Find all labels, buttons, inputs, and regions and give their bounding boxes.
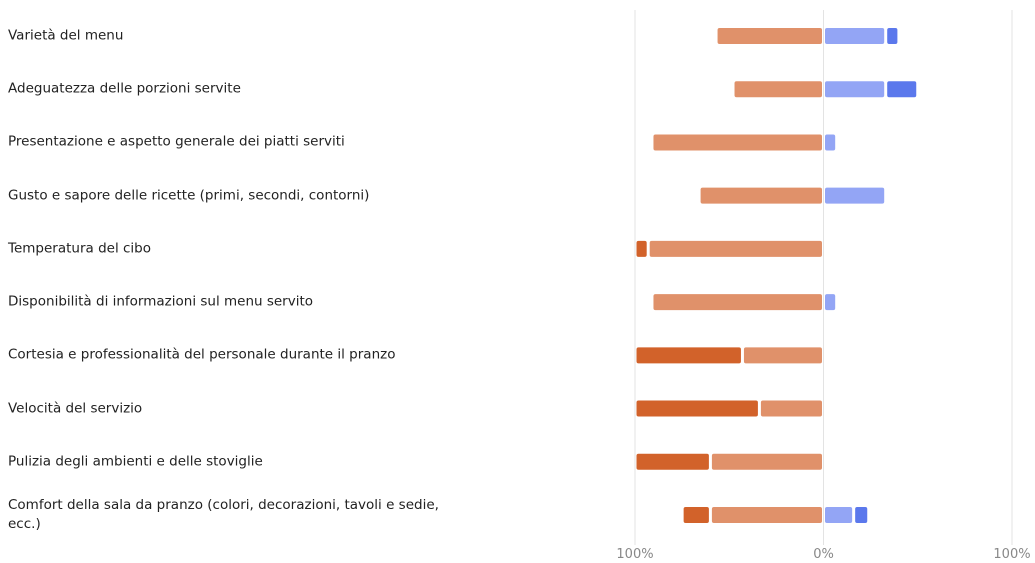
category-label: Temperatura del cibo [8, 240, 151, 257]
bar-segment [825, 28, 885, 44]
bar-segment [700, 187, 822, 204]
bar-segment [711, 507, 822, 523]
bar-segment [649, 240, 822, 257]
category-label: Presentazione e aspetto generale dei pia… [8, 133, 345, 150]
bar-segment [743, 347, 822, 364]
bar-segment [887, 81, 917, 98]
category-label: Pulizia degli ambienti e delle stoviglie [8, 453, 263, 470]
bar-segment [636, 453, 709, 470]
bar-segment [636, 240, 647, 257]
bar-segment [711, 453, 822, 470]
bar-segment [887, 28, 898, 44]
category-label: Adeguatezza delle porzioni servite [8, 80, 241, 97]
x-tick-label: 100% [616, 547, 653, 562]
bar-segment [825, 81, 885, 98]
bar-segment [636, 347, 741, 364]
category-label: Velocità del servizio [8, 400, 143, 417]
category-label: Comfort della sala da pranzo (colori, de… [8, 497, 439, 532]
bar-segment [760, 400, 822, 417]
x-tick-label: 100% [993, 547, 1030, 562]
category-label: Cortesia e professionalità del personale… [8, 346, 396, 363]
category-label: Varietà del menu [8, 27, 124, 44]
bar-segment [825, 187, 885, 204]
bar-segment [734, 81, 822, 98]
bar-segment [653, 134, 822, 151]
category-label: Gusto e sapore delle ricette (primi, sec… [8, 187, 370, 204]
x-tick-label: 0% [813, 547, 834, 562]
bar-segment [683, 507, 709, 523]
bar-segment [825, 507, 853, 523]
bar-segment [717, 28, 822, 44]
bar-segment [653, 294, 822, 311]
bar-segment [825, 134, 836, 151]
bar-segment [636, 400, 758, 417]
bar-segment [825, 294, 836, 311]
bar-segment [855, 507, 868, 523]
category-label: Disponibilità di informazioni sul menu s… [8, 293, 314, 310]
